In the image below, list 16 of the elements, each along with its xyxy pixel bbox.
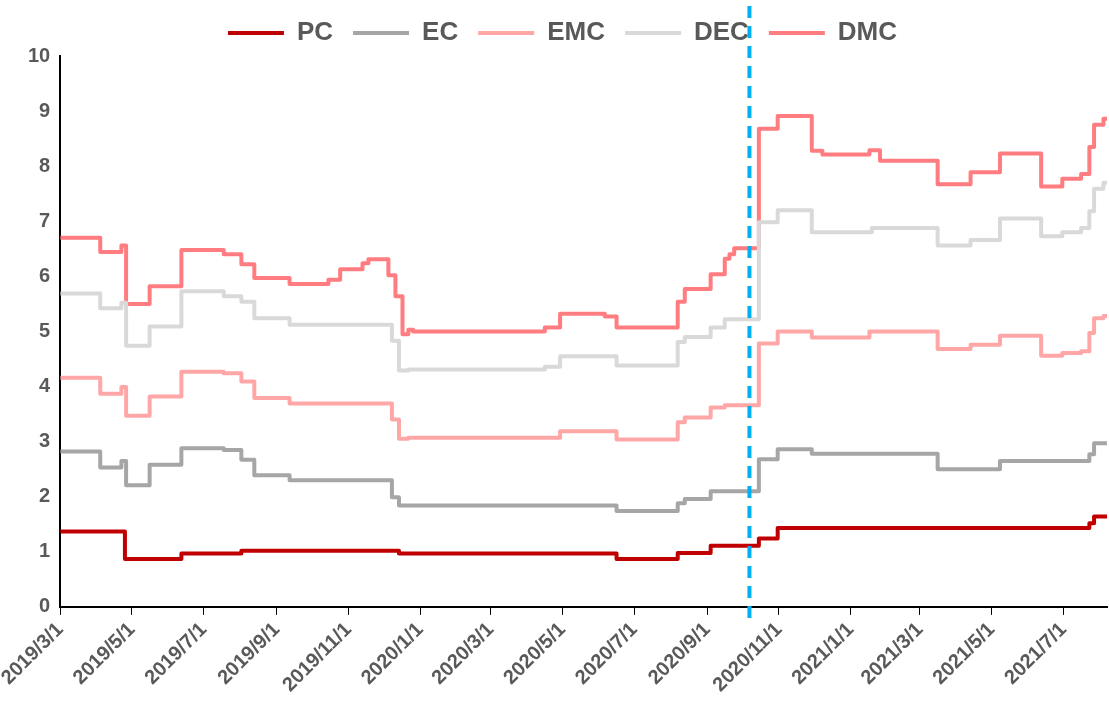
y-tick-label: 8 <box>39 153 51 176</box>
legend-label: PC <box>296 16 334 47</box>
legend-label: EMC <box>547 16 606 47</box>
y-tick-label: 9 <box>39 98 51 121</box>
y-tick-label: 2 <box>39 484 51 507</box>
legend-label: EC <box>422 16 459 47</box>
y-tick-label: 6 <box>39 263 51 286</box>
y-tick-label: 7 <box>39 208 51 231</box>
y-tick-label: 10 <box>28 43 51 66</box>
y-tick-label: 5 <box>39 318 51 341</box>
y-tick-label: 0 <box>39 594 51 617</box>
legend-label: DMC <box>837 16 898 47</box>
y-tick-label: 4 <box>39 374 52 397</box>
y-tick-label: 3 <box>39 429 51 452</box>
y-tick-label: 1 <box>39 539 51 562</box>
legend-label: DEC <box>693 16 750 47</box>
